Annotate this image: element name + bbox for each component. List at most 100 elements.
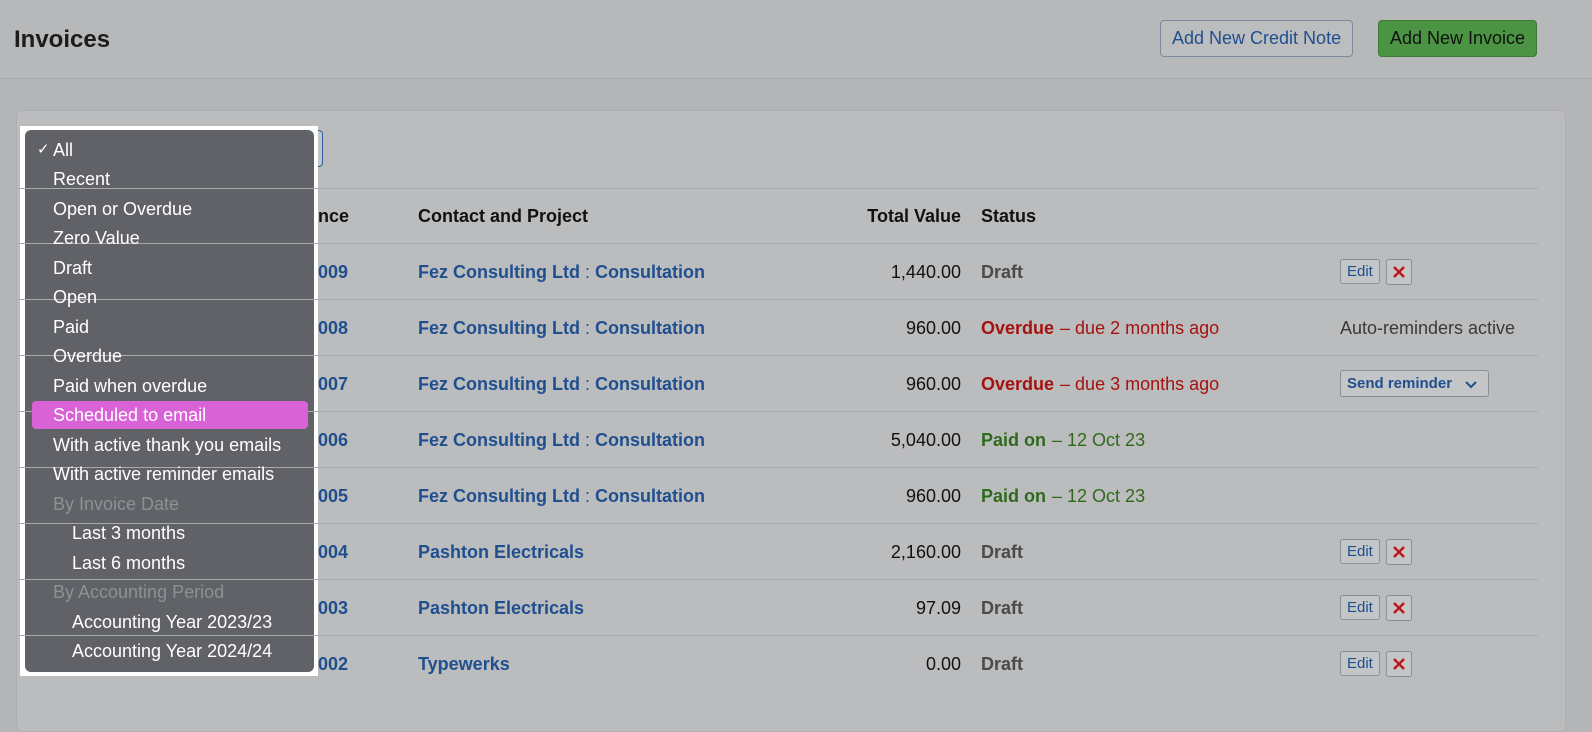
column-header: Contact and Project: [418, 206, 589, 226]
status: Overdue: [981, 374, 1055, 394]
menu-highlight: [32, 401, 308, 430]
status-detail: – due 2 months ago: [1060, 318, 1220, 338]
row-line: [16, 243, 1538, 244]
status: Draft: [981, 542, 1024, 562]
total-value: 960.00: [905, 318, 961, 338]
delete-button[interactable]: [1386, 651, 1412, 677]
separator: :: [584, 486, 590, 506]
contact-link[interactable]: Pashton Electricals: [418, 542, 585, 562]
header-line: [16, 188, 1538, 189]
page-title: Invoices: [14, 26, 111, 53]
row-line: [16, 523, 1538, 524]
status-detail: – 12 Oct 23: [1052, 486, 1146, 506]
column-header: Status: [981, 206, 1037, 226]
invoice-ref[interactable]: 004: [318, 542, 349, 562]
status: Overdue: [981, 318, 1055, 338]
menu-item[interactable]: Accounting Year 2023/23: [72, 611, 273, 632]
menu-item[interactable]: Accounting Year 2024/24: [72, 640, 273, 661]
column-header: nce: [318, 206, 350, 226]
status: Paid on: [981, 486, 1047, 506]
invoice-ref[interactable]: 002: [318, 654, 349, 674]
invoice-ref[interactable]: 008: [318, 318, 349, 338]
menu-item[interactable]: All: [53, 140, 74, 160]
menu-item[interactable]: Paid when overdue: [53, 375, 208, 396]
project-link[interactable]: Consultation: [595, 430, 705, 450]
row-line: [16, 635, 1538, 636]
row-line: [16, 411, 1538, 412]
delete-icon: [1393, 266, 1405, 278]
total-value: 97.09: [915, 598, 961, 618]
contact-link[interactable]: Fez Consulting Ltd: [418, 374, 580, 394]
status-detail: – due 3 months ago: [1060, 374, 1220, 394]
contact-link[interactable]: Fez Consulting Ltd: [418, 486, 580, 506]
edit-button[interactable]: Edit: [1340, 595, 1380, 620]
menu-heading: By Invoice Date: [53, 493, 180, 514]
status-detail: – 12 Oct 23: [1052, 430, 1146, 450]
invoice-ref[interactable]: 005: [318, 486, 349, 506]
project-link[interactable]: Consultation: [595, 486, 705, 506]
delete-icon: [1393, 546, 1405, 558]
total-value: 0.00: [925, 654, 961, 674]
invoice-ref[interactable]: 006: [318, 430, 349, 450]
menu-item[interactable]: Open or Overdue: [53, 198, 193, 219]
invoice-ref[interactable]: 003: [318, 598, 349, 618]
status: Draft: [981, 654, 1024, 674]
invoice-ref[interactable]: 007: [318, 374, 349, 394]
row-line: [16, 579, 1538, 580]
status: Draft: [981, 262, 1024, 282]
separator: :: [584, 318, 590, 338]
delete-icon: [1393, 658, 1405, 670]
row-line: [16, 467, 1538, 468]
menu-item[interactable]: Last 3 months: [72, 523, 186, 544]
edit-button[interactable]: Edit: [1340, 651, 1380, 676]
menu-item[interactable]: Paid: [53, 316, 90, 337]
status: Draft: [981, 598, 1024, 618]
contact-link[interactable]: Fez Consulting Ltd: [418, 430, 580, 450]
total-value: 5,040.00: [890, 430, 961, 450]
project-link[interactable]: Consultation: [595, 262, 705, 282]
menu-item[interactable]: Last 6 months: [72, 552, 186, 573]
menu-item[interactable]: Recent: [53, 169, 111, 190]
menu-item[interactable]: With active reminder emails: [53, 464, 275, 485]
contact-link[interactable]: Typewerks: [418, 654, 510, 674]
delete-button[interactable]: [1386, 595, 1412, 621]
delete-button[interactable]: [1386, 259, 1412, 285]
menu-heading: By Accounting Period: [53, 582, 225, 603]
menu-item[interactable]: With active thank you emails: [53, 434, 282, 455]
edit-button[interactable]: Edit: [1340, 539, 1380, 564]
delete-button[interactable]: [1386, 539, 1412, 565]
row-line: [16, 299, 1538, 300]
total-value: 2,160.00: [890, 542, 961, 562]
total-value: 960.00: [905, 374, 961, 394]
total-value: 960.00: [905, 486, 961, 506]
contact-link[interactable]: Pashton Electricals: [418, 598, 585, 618]
edit-button[interactable]: Edit: [1340, 259, 1380, 284]
separator: :: [584, 430, 590, 450]
chevron: [1465, 381, 1477, 389]
column-header: Total Value: [867, 206, 961, 226]
invoice-ref[interactable]: 009: [318, 262, 349, 282]
separator: :: [584, 374, 590, 394]
header-bar: [0, 0, 1592, 79]
separator: :: [584, 262, 590, 282]
menu-item[interactable]: Scheduled to email: [53, 405, 207, 426]
row-line: [16, 355, 1538, 356]
menu-check: ✓: [37, 141, 50, 158]
menu-item[interactable]: Overdue: [53, 346, 123, 367]
filter-menu: [25, 130, 314, 672]
delete-icon: [1393, 602, 1405, 614]
contact-link[interactable]: Fez Consulting Ltd: [418, 318, 580, 338]
send-reminder-button[interactable]: Send reminder: [1340, 370, 1490, 397]
status: Paid on: [981, 430, 1047, 450]
add-credit-note-button[interactable]: Add New Credit Note: [1160, 20, 1354, 57]
project-link[interactable]: Consultation: [595, 374, 705, 394]
menu-item[interactable]: Draft: [53, 257, 93, 278]
project-link[interactable]: Consultation: [595, 318, 705, 338]
add-invoice-button[interactable]: Add New Invoice: [1378, 20, 1538, 57]
menu-item[interactable]: Open: [53, 287, 98, 308]
total-value: 1,440.00: [890, 262, 961, 282]
contact-link[interactable]: Fez Consulting Ltd: [418, 262, 580, 282]
menu-item[interactable]: Zero Value: [53, 228, 140, 249]
reminder-note: Auto-reminders active: [1340, 318, 1516, 338]
